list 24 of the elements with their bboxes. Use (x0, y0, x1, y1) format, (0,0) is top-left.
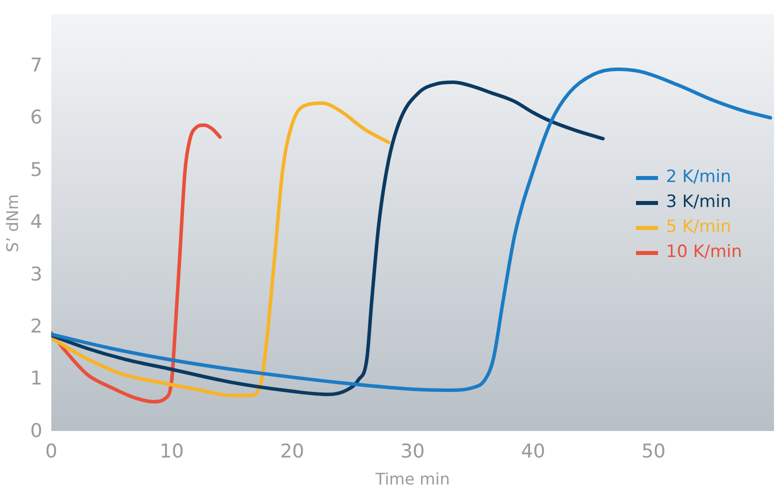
legend-label: 3 K/min (666, 191, 732, 214)
line-series (51, 67, 772, 392)
y-tick-label: 5 (30, 158, 42, 181)
legend-label: 2 K/min (666, 166, 732, 189)
line-series (51, 80, 605, 396)
legend-label: 5 K/min (666, 216, 732, 239)
x-tick-label: 0 (45, 440, 58, 462)
x-axis-title: Time min (374, 470, 450, 489)
x-tick-label: 10 (160, 440, 184, 462)
y-tick-label: 4 (30, 211, 42, 234)
y-axis-title: S’ dNm (2, 194, 22, 252)
x-tick-label: 50 (641, 440, 666, 462)
x-tick-label: 20 (280, 440, 304, 462)
y-tick-label: 1 (30, 368, 42, 390)
line-series (51, 123, 222, 404)
y-tick-label: 0 (30, 420, 42, 442)
line-series (51, 101, 390, 398)
x-tick-label: 40 (521, 440, 546, 462)
y-tick-label: 7 (30, 54, 42, 77)
y-tick-label: 3 (30, 263, 42, 286)
legend-label: 10 K/min (666, 241, 742, 264)
y-tick-label: 2 (30, 316, 42, 338)
x-tick-label: 30 (400, 440, 425, 462)
y-tick-label: 6 (30, 106, 42, 129)
